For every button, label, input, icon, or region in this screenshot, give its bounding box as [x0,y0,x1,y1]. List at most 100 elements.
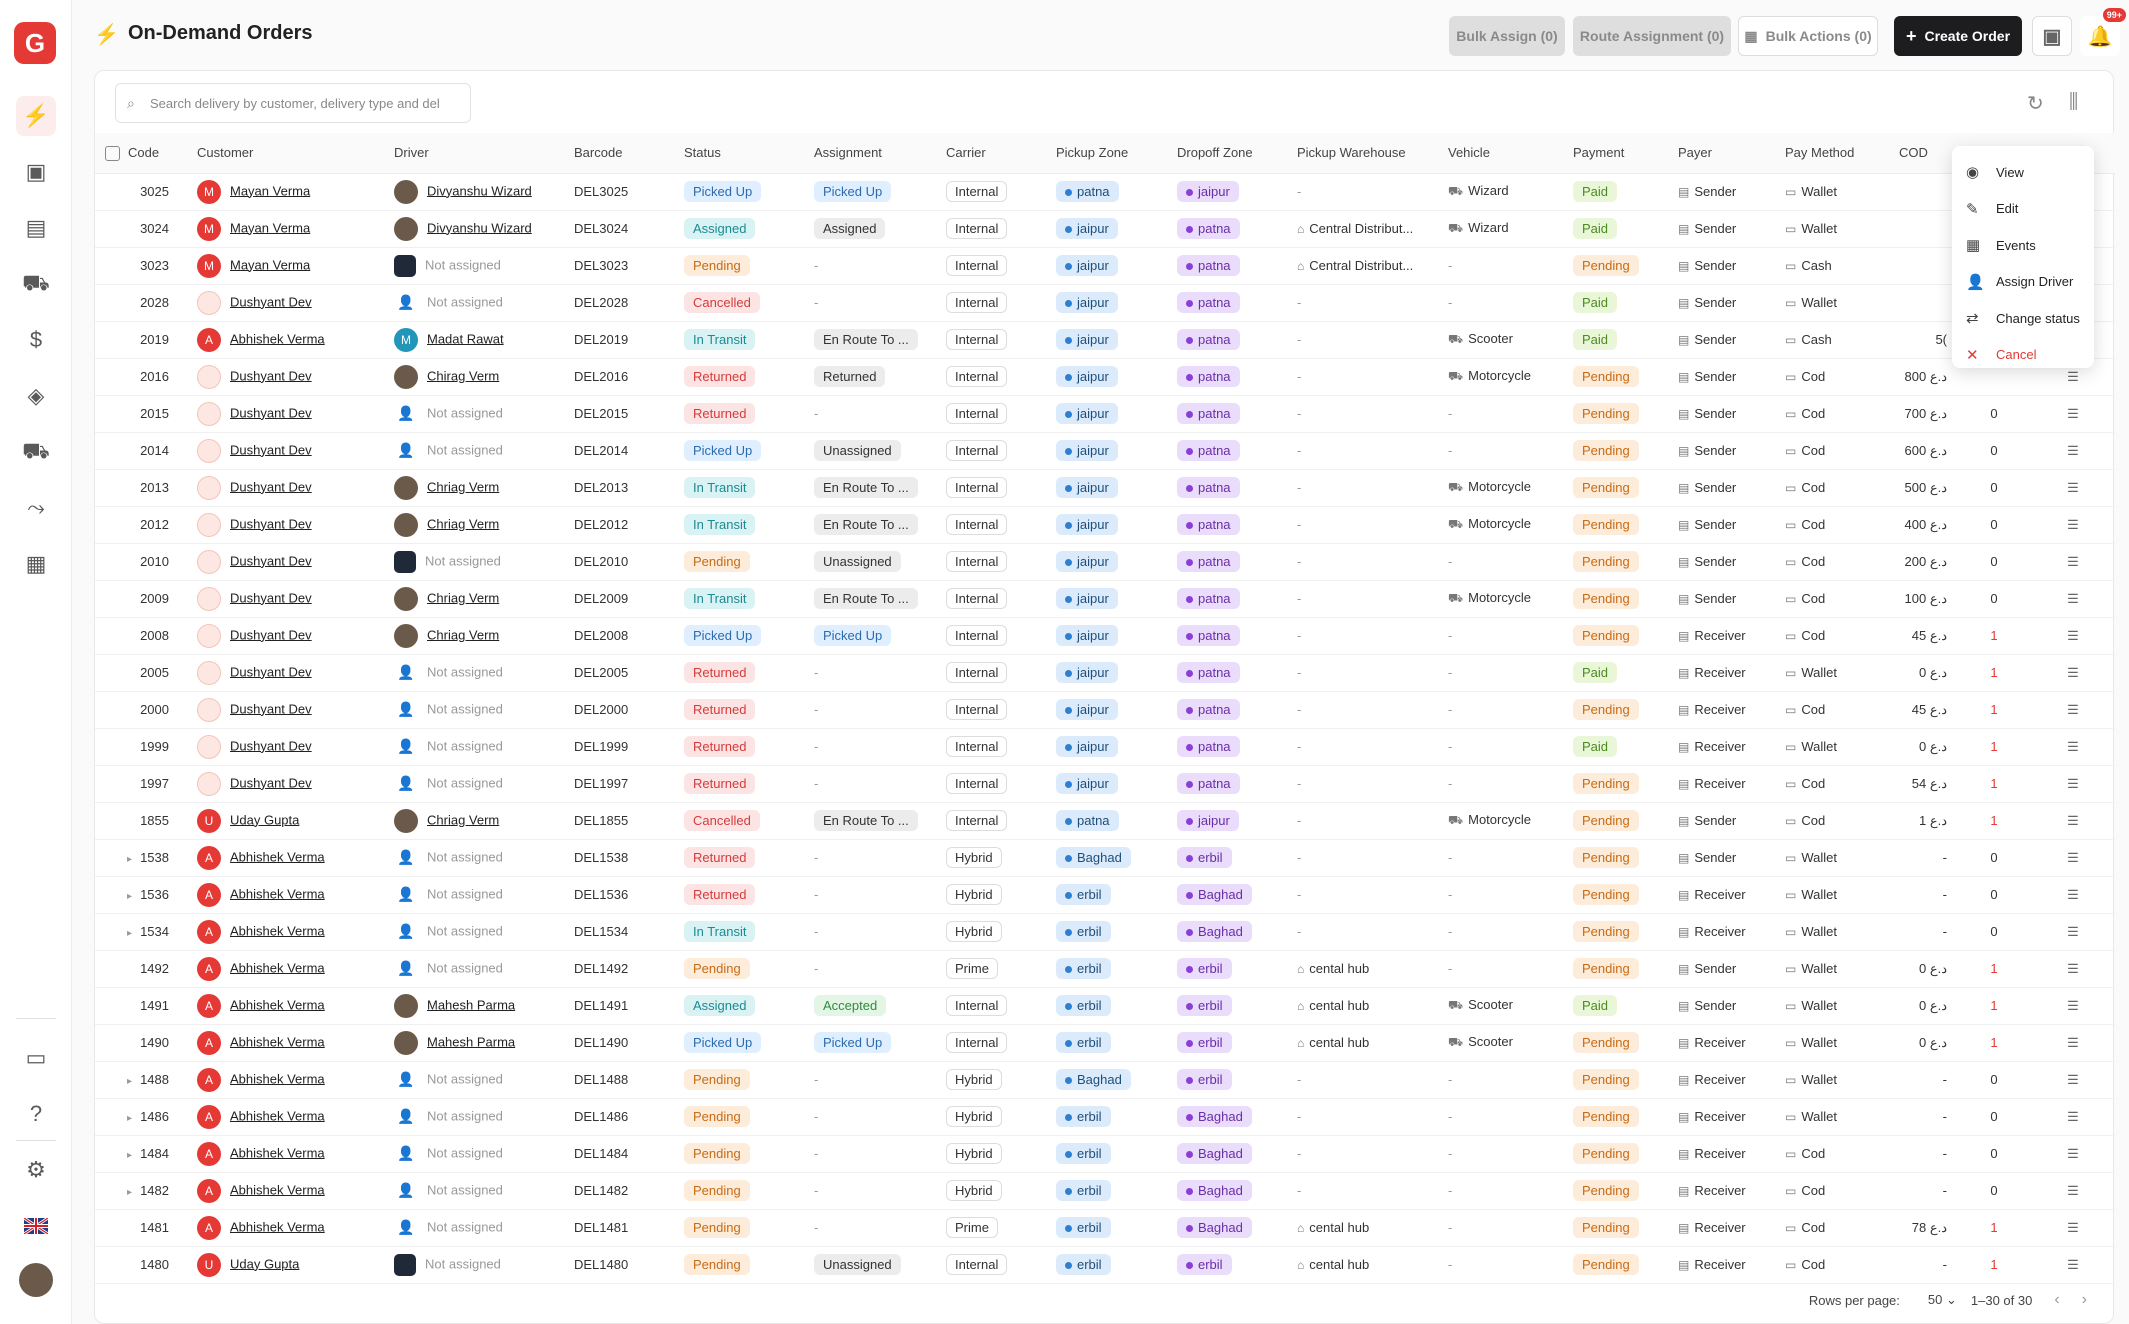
package-scan-icon[interactable]: ▣ [2032,16,2072,56]
table-row[interactable]: 3025 M Mayan Verma Divyanshu Wizard DEL3025 P… [95,173,2115,211]
customer-name-link[interactable]: Dushyant Dev [230,663,312,679]
select-all-checkbox[interactable] [105,145,120,161]
driver-name-link[interactable]: Chirag Verm [427,367,500,383]
next-page-icon[interactable]: › [2081,1291,2087,1308]
row-menu-icon[interactable]: ☰ [2067,812,2079,828]
table-row[interactable]: 3024 M Mayan Verma Divyanshu Wizard DEL3024 A… [95,210,2115,248]
table-row[interactable]: 1997 Dushyant Dev 👤 Not assigned DEL1997 Retu… [95,765,2115,803]
table-row[interactable]: 2012 Dushyant Dev Chriag Verm DEL2012 In Tra… [95,506,2115,544]
route-assignment-button[interactable]: Route Assignment (0) [1573,16,1731,56]
table-row[interactable]: ▸ 1484 A Abhishek Verma 👤 Not assigned DEL1484… [95,1135,2115,1173]
row-menu-icon[interactable]: ☰ [2067,1145,2079,1161]
customer-name-link[interactable]: Abhishek Verma [230,1070,325,1086]
table-row[interactable]: ▸ 1486 A Abhishek Verma 👤 Not assigned DEL1486… [95,1098,2115,1136]
row-menu-icon[interactable]: ☰ [2067,553,2079,569]
table-row[interactable]: 2009 Dushyant Dev Chriag Verm DEL2009 In Tra… [95,580,2115,618]
row-menu-icon[interactable]: ☰ [2067,1256,2079,1272]
table-row[interactable]: 1490 A Abhishek Verma Mahesh Parma DEL1490 Pi… [95,1024,2115,1062]
row-menu-icon[interactable]: ☰ [2067,1034,2079,1050]
menu-item-assign-driver[interactable]: 👤 Assign Driver [1952,264,2094,301]
customer-name-link[interactable]: Dushyant Dev [230,589,312,605]
order-code[interactable]: 1490 [95,1024,187,1062]
table-row[interactable]: 1999 Dushyant Dev 👤 Not assigned DEL1999 Retu… [95,728,2115,766]
row-menu-icon[interactable]: ☰ [2067,997,2079,1013]
table-row[interactable]: ▸ 1534 A Abhishek Verma 👤 Not assigned DEL1534… [95,913,2115,951]
expand-caret-icon[interactable]: ▸ [127,1076,133,1087]
customer-name-link[interactable]: Abhishek Verma [230,330,325,346]
search-input[interactable]: Search delivery by customer, delivery ty… [115,83,471,123]
expand-caret-icon[interactable]: ▸ [127,891,133,902]
driver-name-link[interactable]: Chriag Verm [427,478,500,494]
row-menu-icon[interactable]: ☰ [2067,1182,2079,1198]
box-stack-icon[interactable]: ▤ [25,215,47,240]
order-code[interactable]: 1481 [95,1209,187,1247]
building-icon[interactable]: ▦ [25,551,47,576]
bolt-icon[interactable]: ⚡ [16,96,56,136]
table-row[interactable]: 2005 Dushyant Dev 👤 Not assigned DEL2005 Retu… [95,654,2115,692]
chat-icon[interactable]: ▭ [25,1045,47,1070]
customer-name-link[interactable]: Dushyant Dev [230,441,312,457]
driver-name-link[interactable]: Madat Rawat [427,330,504,346]
column-header-vehicle[interactable]: Vehicle [1438,133,1563,174]
row-menu-icon[interactable]: ☰ [2067,960,2079,976]
column-header-barcode[interactable]: Barcode [564,133,674,174]
table-row[interactable]: 2008 Dushyant Dev Chriag Verm DEL2008 Picked… [95,617,2115,655]
order-code[interactable]: 3023 [95,247,187,285]
gear-icon[interactable]: ⚙ [26,1157,46,1182]
row-menu-icon[interactable]: ☰ [2067,368,2079,384]
prev-page-icon[interactable]: ‹ [2054,1291,2060,1308]
row-menu-icon[interactable]: ☰ [2067,1219,2079,1235]
order-code[interactable]: 2015 [95,395,187,433]
customer-name-link[interactable]: Dushyant Dev [230,515,312,531]
customer-name-link[interactable]: Mayan Verma [230,256,311,272]
customer-name-link[interactable]: Abhishek Verma [230,1218,325,1234]
order-code[interactable]: 1997 [95,765,187,803]
customer-name-link[interactable]: Uday Gupta [230,1255,300,1271]
order-code[interactable]: ▸ 1488 [95,1061,187,1099]
customer-name-link[interactable]: Abhishek Verma [230,1144,325,1160]
driver-name-link[interactable]: Chriag Verm [427,626,500,642]
table-row[interactable]: 2015 Dushyant Dev 👤 Not assigned DEL2015 Retu… [95,395,2115,433]
table-row[interactable]: ▸ 1482 A Abhishek Verma 👤 Not assigned DEL1482… [95,1172,2115,1210]
row-menu-icon[interactable]: ☰ [2067,701,2079,717]
row-menu-icon[interactable]: ☰ [2067,479,2079,495]
order-code[interactable]: ▸ 1538 [95,839,187,877]
row-menu-icon[interactable]: ☰ [2067,664,2079,680]
menu-item-view[interactable]: ◉ View [1952,154,2094,191]
customer-name-link[interactable]: Dushyant Dev [230,700,312,716]
table-row[interactable]: 2014 Dushyant Dev 👤 Not assigned DEL2014 Pick… [95,432,2115,470]
create-order-button[interactable]: + Create Order [1894,16,2022,56]
row-menu-icon[interactable]: ☰ [2067,442,2079,458]
order-code[interactable]: 1855 [95,802,187,840]
customer-name-link[interactable]: Abhishek Verma [230,1033,325,1049]
customer-name-link[interactable]: Abhishek Verma [230,996,325,1012]
table-row[interactable]: 2010 Dushyant Dev Not assigned DEL2010 Pendi… [95,543,2115,581]
customer-name-link[interactable]: Dushyant Dev [230,774,312,790]
customer-name-link[interactable]: Abhishek Verma [230,959,325,975]
column-header-payer[interactable]: Payer [1668,133,1775,174]
order-code[interactable]: ▸ 1536 [95,876,187,914]
bulk-actions-button[interactable]: ▦ Bulk Actions (0) [1738,16,1878,56]
table-row[interactable]: ▸ 1488 A Abhishek Verma 👤 Not assigned DEL1488… [95,1061,2115,1099]
column-header-assignment[interactable]: Assignment [804,133,936,174]
bulk-assign-button[interactable]: Bulk Assign (0) [1449,16,1565,56]
column-header-dropoff-zone[interactable]: Dropoff Zone [1167,133,1287,174]
customer-name-link[interactable]: Uday Gupta [230,811,300,827]
row-menu-icon[interactable]: ☰ [2067,405,2079,421]
row-menu-icon[interactable]: ☰ [2067,775,2079,791]
order-code[interactable]: 2014 [95,432,187,470]
customer-name-link[interactable]: Abhishek Verma [230,922,325,938]
expand-caret-icon[interactable]: ▸ [127,1113,133,1124]
table-row[interactable]: 2016 Dushyant Dev Chirag Verm DEL2016 Return… [95,358,2115,396]
rows-per-page-select[interactable]: 50 ⌄ [1927,1292,1957,1307]
customer-name-link[interactable]: Dushyant Dev [230,737,312,753]
order-code[interactable]: 2008 [95,617,187,655]
order-code[interactable]: 1491 [95,987,187,1025]
table-row[interactable]: ▸ 1538 A Abhishek Verma 👤 Not assigned DEL1538… [95,839,2115,877]
driver-name-link[interactable]: Chriag Verm [427,589,500,605]
customer-name-link[interactable]: Mayan Verma [230,182,311,198]
order-code[interactable]: 2005 [95,654,187,692]
order-code[interactable]: 3025 [95,173,187,211]
cash-icon[interactable]: $ [29,327,43,352]
package-icon[interactable]: ◈ [27,383,45,408]
